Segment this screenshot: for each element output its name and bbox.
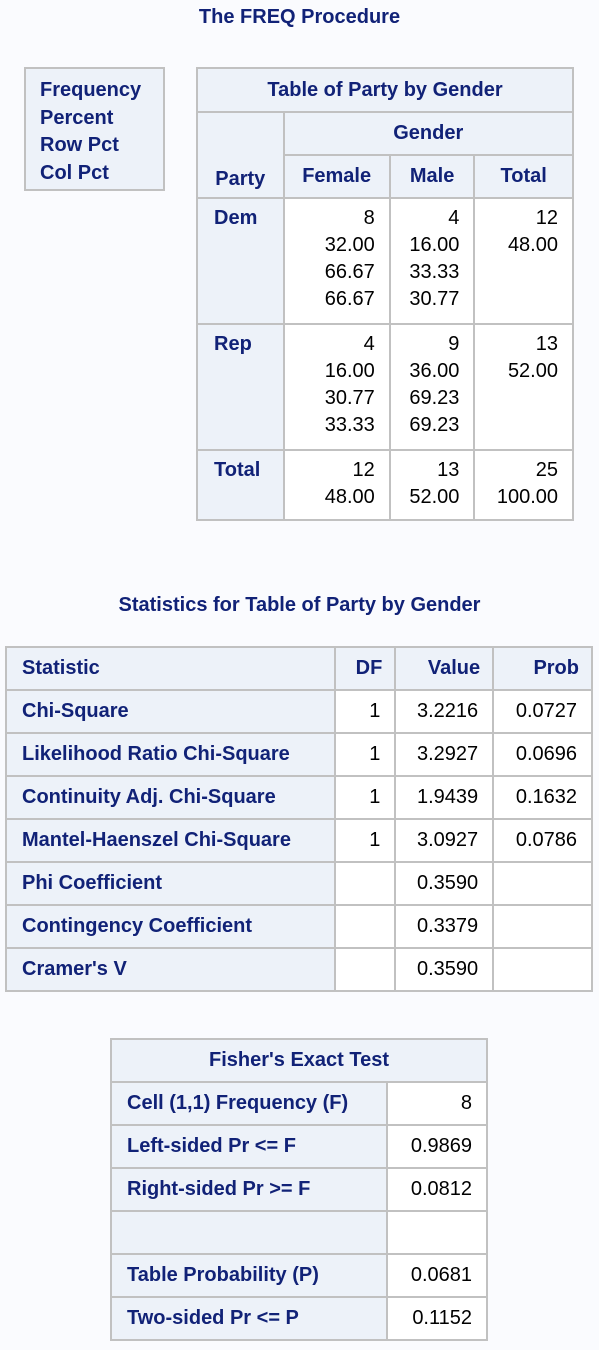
fisher-row: Table Probability (P) 0.0681: [109, 1253, 488, 1298]
legend-item: Frequency: [40, 79, 142, 101]
legend-item: Percent: [40, 106, 114, 129]
fisher-label: Cell (1,1) Frequency (F): [109, 1081, 389, 1126]
fisher-row: [109, 1210, 488, 1255]
statistic-df: 1: [334, 689, 397, 734]
crosstab-title: Table of Party by Gender: [196, 67, 574, 113]
statistic-value: 3.0927: [394, 818, 495, 863]
statistic-prob: 0.1632: [492, 775, 593, 820]
fisher-exact-table: Fisher's Exact Test Cell (1,1) Frequency…: [109, 1038, 488, 1341]
statistics-title: Statistics for Table of Party by Gender: [118, 594, 481, 616]
statistic-value: 0.3379: [394, 904, 495, 949]
legend-item: Row Pct: [40, 134, 119, 156]
statistic-prob: 0.0727: [492, 689, 593, 734]
cell-total-male: 13 52.00: [388, 449, 476, 521]
cell-dem-male: 4 16.00 33.33 30.77: [388, 197, 476, 325]
statistic-row: Continuity Adj. Chi-Square 1 1.9439 0.1632: [4, 775, 593, 820]
fisher-title: Fisher's Exact Test: [110, 1038, 488, 1083]
cell-rep-male: 9 36.00 69.23 69.23: [388, 323, 476, 451]
legend-item: Col Pct: [40, 161, 109, 184]
cell-total-total: 25 100.00: [473, 449, 574, 521]
cell-dem-total: 12 48.00: [473, 197, 574, 325]
fisher-label: [109, 1210, 389, 1255]
statistic-row: Cramer's V 0.3590: [4, 947, 593, 992]
statistic-df: [334, 904, 397, 949]
fisher-row: Left-sided Pr <= F 0.9869: [109, 1124, 488, 1169]
crosstab-table: Table of Party by Gender Party Gender Fe…: [196, 67, 575, 521]
fisher-value: 0.9869: [386, 1124, 488, 1169]
statistics-table: Statistic DF Value Prob Chi-Square 1 3.221…: [4, 646, 593, 992]
row-label-rep: Rep: [196, 323, 285, 451]
col-var-header: Gender: [282, 111, 575, 156]
statistic-prob: [492, 904, 593, 949]
statistic-label: Mantel-Haenszel Chi-Square: [4, 818, 337, 863]
statistic-prob: [492, 947, 593, 992]
procedure-title: The FREQ Procedure: [198, 6, 401, 28]
stat-header-statistic: Statistic: [4, 646, 337, 691]
statistic-row: Phi Coefficient 0.3590: [4, 861, 593, 906]
statistic-value: 3.2927: [394, 732, 495, 777]
cell-rep-female: 4 16.00 30.77 33.33: [282, 323, 391, 451]
statistic-label: Likelihood Ratio Chi-Square: [4, 732, 337, 777]
statistic-prob: [492, 861, 593, 906]
fisher-value: 0.1152: [386, 1296, 488, 1341]
statistic-label: Contingency Coefficient: [4, 904, 337, 949]
cell-total-female: 12 48.00: [282, 449, 391, 521]
statistic-prob: 0.0696: [492, 732, 593, 777]
fisher-row: Right-sided Pr >= F 0.0812: [109, 1167, 488, 1212]
statistic-row: Mantel-Haenszel Chi-Square 1 3.0927 0.0786: [4, 818, 593, 863]
col-header-female: Female: [282, 154, 391, 199]
fisher-label: Table Probability (P): [109, 1253, 389, 1298]
statistic-df: [334, 861, 397, 906]
statistic-prob: 0.0786: [492, 818, 593, 863]
cell-rep-total: 13 52.00: [473, 323, 574, 451]
fisher-row: Two-sided Pr <= P 0.1152: [109, 1296, 488, 1341]
statistic-df: 1: [334, 732, 397, 777]
fisher-row: Cell (1,1) Frequency (F) 8: [109, 1081, 488, 1126]
fisher-value: 8: [386, 1081, 488, 1126]
statistic-label: Phi Coefficient: [4, 861, 337, 906]
statistic-value: 1.9439: [394, 775, 495, 820]
statistic-row: Likelihood Ratio Chi-Square 1 3.2927 0.0696: [4, 732, 593, 777]
stat-header-prob: Prob: [492, 646, 593, 691]
row-var-header: Party: [196, 111, 285, 199]
statistic-label: Chi-Square: [4, 689, 337, 734]
statistic-df: 1: [334, 775, 397, 820]
col-header-total: Total: [473, 154, 574, 199]
col-header-male: Male: [388, 154, 476, 199]
row-label-dem: Dem: [196, 197, 285, 325]
statistic-df: 1: [334, 818, 397, 863]
cell-contents-legend: Frequency Percent Row Pct Col Pct: [24, 67, 165, 191]
row-label-total: Total: [196, 449, 285, 521]
fisher-label: Left-sided Pr <= F: [109, 1124, 389, 1169]
stat-header-df: DF: [334, 646, 397, 691]
statistic-label: Cramer's V: [4, 947, 337, 992]
fisher-label: Right-sided Pr >= F: [109, 1167, 389, 1212]
statistic-value: 3.2216: [394, 689, 495, 734]
stat-header-value: Value: [394, 646, 495, 691]
cell-dem-female: 8 32.00 66.67 66.67: [282, 197, 391, 325]
fisher-value: 0.0681: [386, 1253, 488, 1298]
fisher-label: Two-sided Pr <= P: [109, 1296, 389, 1341]
fisher-value: 0.0812: [386, 1167, 488, 1212]
statistic-value: 0.3590: [394, 947, 495, 992]
fisher-value: [386, 1210, 488, 1255]
statistic-label: Continuity Adj. Chi-Square: [4, 775, 337, 820]
statistic-row: Contingency Coefficient 0.3379: [4, 904, 593, 949]
statistic-row: Chi-Square 1 3.2216 0.0727: [4, 689, 593, 734]
statistic-df: [334, 947, 397, 992]
statistic-value: 0.3590: [394, 861, 495, 906]
